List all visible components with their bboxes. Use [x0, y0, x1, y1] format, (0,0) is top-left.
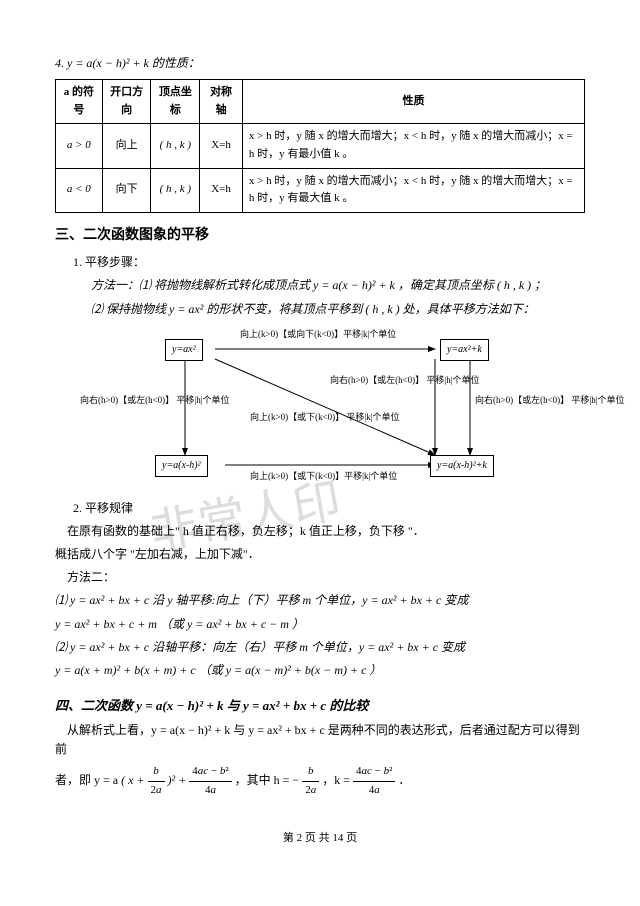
th-vertex: 顶点坐标 — [151, 80, 200, 124]
th-dir: 开口方向 — [102, 80, 151, 124]
method2-label: 方法二： — [55, 568, 585, 587]
table-row: a < 0 向下 ( h , k ) X=h x > h 时，y 随 x 的增大… — [56, 168, 585, 212]
diagram-label-left: 向右(h>0)【或左(h<0)】 平移|h|个单位 — [80, 395, 190, 406]
cell-axis: X=h — [200, 124, 243, 168]
rule-line2: 概括成八个字 "左加右减，上加下减"． — [55, 545, 585, 564]
table-row: a > 0 向上 ( h , k ) X=h x > h 时，y 随 x 的增大… — [56, 124, 585, 168]
th-sign: a 的符号 — [56, 80, 103, 124]
page-footer: 第 2 页 共 14 页 — [55, 830, 585, 848]
cell-sign: a > 0 — [56, 124, 103, 168]
cell-vertex: ( h , k ) — [151, 124, 200, 168]
eq2b: y = a(x + m)² + b(x + m) + c （或 y = a(x … — [55, 661, 585, 680]
diagram-label-diag2: 向上(k>0)【或下(k<0)】 平移|k|个单位 — [250, 412, 360, 423]
rule-line1: 在原有函数的基础上" h 值正右移，负左移；k 值正上移，负下移 "． — [55, 522, 585, 541]
item4-heading: 4. y = a(x − h)² + k 的性质： — [55, 54, 585, 73]
eq1b: y = ax² + bx + c + m （或 y = ax² + bx + c… — [55, 615, 585, 634]
cell-prop: x > h 时，y 随 x 的增大而增大；x < h 时，y 随 x 的增大而减… — [242, 124, 584, 168]
eq2a: ⑵ y = ax² + bx + c 沿轴平移：向左（右）平移 m 个单位，y … — [55, 638, 585, 657]
section4-p2: 者，即 y = a ( x + b2a )² + 4ac − b²4a ，其中 … — [55, 763, 585, 799]
diagram-node-3: y=a(x-h)² — [155, 455, 208, 477]
diagram-label-diag1: 向右(h>0)【或左(h<0)】 平移|h|个单位 — [330, 375, 440, 386]
p2-paren2: )² + — [168, 773, 190, 787]
table-header-row: a 的符号 开口方向 顶点坐标 对称轴 性质 — [56, 80, 585, 124]
cell-vertex: ( h , k ) — [151, 168, 200, 212]
diagram-label-bottom: 向上(k>0)【或下(k<0)】平移|k|个单位 — [250, 471, 397, 482]
method1-line2: ⑵ 保持抛物线 y = ax² 的形状不变，将其顶点平移到 ( h , k ) … — [91, 300, 585, 319]
cell-dir: 向上 — [102, 124, 151, 168]
section4-p1: 从解析式上看，y = a(x − h)² + k 与 y = ax² + bx … — [55, 721, 585, 759]
th-axis: 对称轴 — [200, 80, 243, 124]
cell-sign: a < 0 — [56, 168, 103, 212]
diagram-node-1: y=ax² — [165, 339, 203, 361]
frac-4acb2: 4ac − b²4a — [189, 763, 231, 799]
cell-prop: x > h 时，y 随 x 的增大而减小；x < h 时，y 随 x 的增大而增… — [242, 168, 584, 212]
diagram-node-4: y=a(x-h)²+k — [430, 455, 494, 477]
step-title: 1. 平移步骤： — [73, 253, 585, 272]
p2-prefix: 者，即 y = a — [55, 773, 118, 787]
frac-h: b2a — [302, 763, 319, 799]
diagram-label-right: 向右(h>0)【或左(h<0)】 平移|h|个单位 — [475, 395, 585, 406]
p2-end: ． — [398, 773, 410, 787]
translation-diagram: y=ax² y=ax²+k y=a(x-h)² y=a(x-h)²+k 向上(k… — [110, 327, 530, 487]
rule-title: 2. 平移规律 — [73, 499, 585, 518]
frac-b2a: b2a — [148, 763, 165, 799]
cell-dir: 向下 — [102, 168, 151, 212]
section4-title: 四、二次函数 y = a(x − h)² + k 与 y = ax² + bx … — [55, 696, 585, 717]
diagram-node-2: y=ax²+k — [440, 339, 489, 361]
eq1a: ⑴ y = ax² + bx + c 沿 y 轴平移:向上（下）平移 m 个单位… — [55, 591, 585, 610]
p2-paren: ( x + — [121, 773, 147, 787]
property-table: a 的符号 开口方向 顶点坐标 对称轴 性质 a > 0 向上 ( h , k … — [55, 79, 585, 213]
frac-k: 4ac − b²4a — [353, 763, 395, 799]
method1-line1: 方法一：⑴ 将抛物线解析式转化成顶点式 y = a(x − h)² + k ，确… — [91, 276, 585, 295]
section3-title: 三、二次函数图象的平移 — [55, 225, 585, 247]
cell-axis: X=h — [200, 168, 243, 212]
th-prop: 性质 — [242, 80, 584, 124]
p2-mid2: ，k = — [322, 773, 353, 787]
diagram-label-top: 向上(k>0)【或向下(k<0)】平移|k|个单位 — [240, 329, 396, 340]
p2-mid: ，其中 h = − — [235, 773, 300, 787]
